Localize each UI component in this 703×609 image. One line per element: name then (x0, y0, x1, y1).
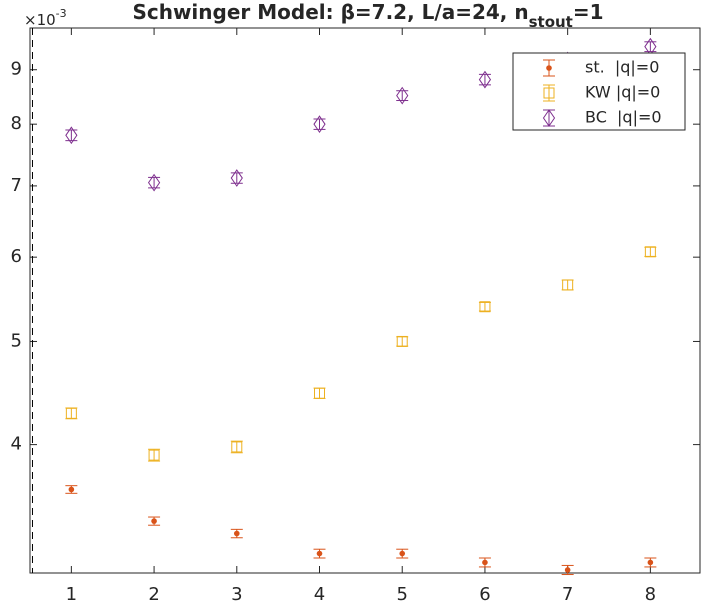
title-part: β (341, 0, 355, 24)
x-tick-label: 6 (479, 584, 490, 605)
legend-label: BC |q|=0 (585, 108, 662, 127)
y-tick-label: 8 (11, 113, 22, 134)
point (316, 550, 323, 557)
point (314, 387, 326, 399)
multiplier-exponent: -3 (56, 7, 67, 20)
error-bar (396, 90, 409, 102)
error-bar (148, 176, 161, 189)
title-part: Schwinger Model: (132, 0, 340, 24)
multiplier-base: ×10 (24, 11, 56, 29)
error-bar (230, 172, 243, 184)
legend-marker (543, 87, 555, 99)
point (148, 449, 160, 461)
x-tick-label: 8 (645, 584, 656, 605)
point (231, 441, 243, 453)
x-tick-label: 2 (148, 584, 159, 605)
legend-box (512, 52, 686, 131)
point (478, 70, 492, 89)
x-tick-label: 3 (231, 584, 242, 605)
point (313, 115, 326, 134)
legend-marker (542, 109, 556, 127)
legend-label: KW |q|=0 (585, 83, 660, 102)
axes-box (29, 27, 701, 574)
title-part: =1 (573, 0, 604, 24)
point (233, 530, 240, 537)
x-tick-label: 4 (314, 584, 325, 605)
title-part: stout (529, 13, 573, 31)
error-bar (148, 448, 161, 462)
error-bar (478, 301, 491, 312)
point (65, 407, 77, 419)
y-tick-label: 6 (11, 246, 22, 267)
chart-title: Schwinger Model: β=7.2, L/a=24, nstout=1 (132, 0, 603, 31)
legend-marker (546, 65, 552, 71)
point (482, 559, 488, 566)
x-tick-label: 1 (66, 584, 77, 605)
point (562, 279, 574, 291)
point (230, 169, 243, 187)
error-bar (65, 129, 78, 142)
y-tick-label: 9 (11, 59, 22, 80)
title-part: =7.2, L/a=24, n (355, 0, 529, 24)
point (396, 86, 409, 105)
y-multiplier: ×10-3 (24, 7, 67, 29)
point (151, 518, 157, 524)
error-bar (478, 73, 491, 86)
legend-label: st. |q|=0 (585, 58, 659, 77)
point (65, 126, 78, 145)
point (68, 486, 75, 493)
point (644, 246, 656, 258)
point (564, 567, 571, 573)
error-bar (644, 41, 657, 53)
y-tick-label: 7 (11, 175, 22, 196)
point (147, 173, 161, 192)
point (479, 301, 491, 313)
x-tick-label: 7 (562, 584, 573, 605)
point (647, 559, 654, 566)
error-bar (313, 118, 326, 130)
y-tick-label: 5 (11, 330, 22, 351)
y-tick-label: 4 (11, 434, 22, 455)
point (399, 550, 406, 557)
point (396, 335, 408, 347)
error-bar (230, 440, 243, 454)
x-tick-label: 5 (396, 584, 407, 605)
